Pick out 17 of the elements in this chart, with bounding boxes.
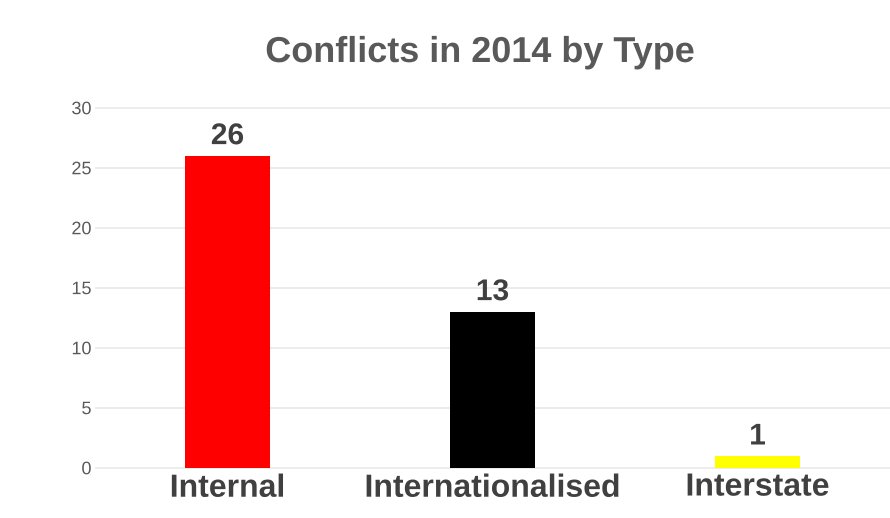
y-tick-label: 5 [82,402,91,414]
x-tick-label: Internal [172,474,284,498]
chart-title: Conflicts in 2014 by Type [266,36,694,70]
y-tick-label: 20 [72,222,91,234]
x-tick-label: Interstate [688,474,828,496]
y-tick-label: 25 [72,162,91,174]
x-tick-label: Internationalised [366,474,618,498]
y-tick-label: 10 [72,342,91,354]
data-label: 1 [751,424,766,444]
bar [450,312,536,468]
data-label: 26 [212,123,244,144]
y-tick-label: 15 [72,282,91,294]
y-tick-label: 0 [82,462,91,474]
bar [185,156,270,468]
bar [715,456,800,468]
data-label: 13 [478,279,508,300]
y-tick-label: 30 [72,102,91,114]
